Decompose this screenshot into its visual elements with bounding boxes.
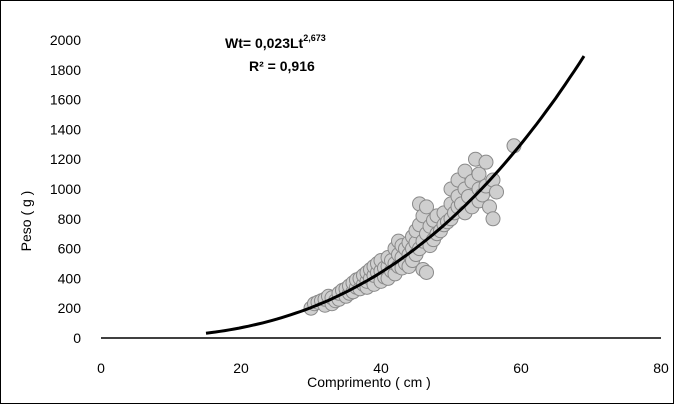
data-point — [478, 154, 494, 170]
y-tick-label: 400 — [58, 270, 82, 286]
x-axis-title: Comprimento ( cm ) — [307, 374, 431, 390]
x-tick-labels: 0 20 40 60 80 — [97, 360, 669, 376]
x-tick-label: 40 — [373, 360, 389, 376]
x-tick-label: 80 — [653, 360, 669, 376]
data-point — [471, 166, 487, 182]
x-tick-label: 60 — [513, 360, 529, 376]
equation-main: Wt= 0,023Lt — [225, 35, 304, 51]
y-axis-title: Peso ( g ) — [18, 191, 34, 252]
data-point — [419, 264, 434, 280]
data-point — [419, 199, 434, 215]
data-point — [457, 163, 473, 179]
y-tick-label: 2000 — [50, 32, 81, 48]
fit-curve — [205, 55, 586, 335]
y-tick-label: 1600 — [50, 92, 81, 108]
r-squared-label: R² = 0,916 — [249, 58, 315, 74]
y-tick-label: 600 — [58, 241, 82, 257]
y-tick-label: 0 — [73, 330, 81, 346]
equation-label: Wt= 0,023Lt2,673 — [225, 33, 326, 51]
data-point — [489, 184, 504, 200]
scatter-series — [303, 138, 522, 316]
y-tick-label: 1800 — [50, 62, 81, 78]
y-tick-labels: 0 200 400 600 800 1000 1200 1400 1600 1800 2000 — [50, 32, 81, 346]
y-tick-label: 200 — [58, 300, 82, 316]
y-tick-label: 1200 — [50, 151, 81, 167]
x-tick-label: 0 — [97, 360, 105, 376]
data-point — [485, 211, 501, 227]
y-tick-label: 800 — [58, 211, 82, 227]
equation-exponent: 2,673 — [303, 33, 326, 43]
x-tick-label: 20 — [233, 360, 249, 376]
y-tick-label: 1000 — [50, 181, 81, 197]
y-tick-label: 1400 — [50, 121, 81, 137]
